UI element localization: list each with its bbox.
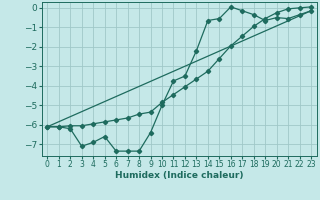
X-axis label: Humidex (Indice chaleur): Humidex (Indice chaleur)	[115, 171, 244, 180]
